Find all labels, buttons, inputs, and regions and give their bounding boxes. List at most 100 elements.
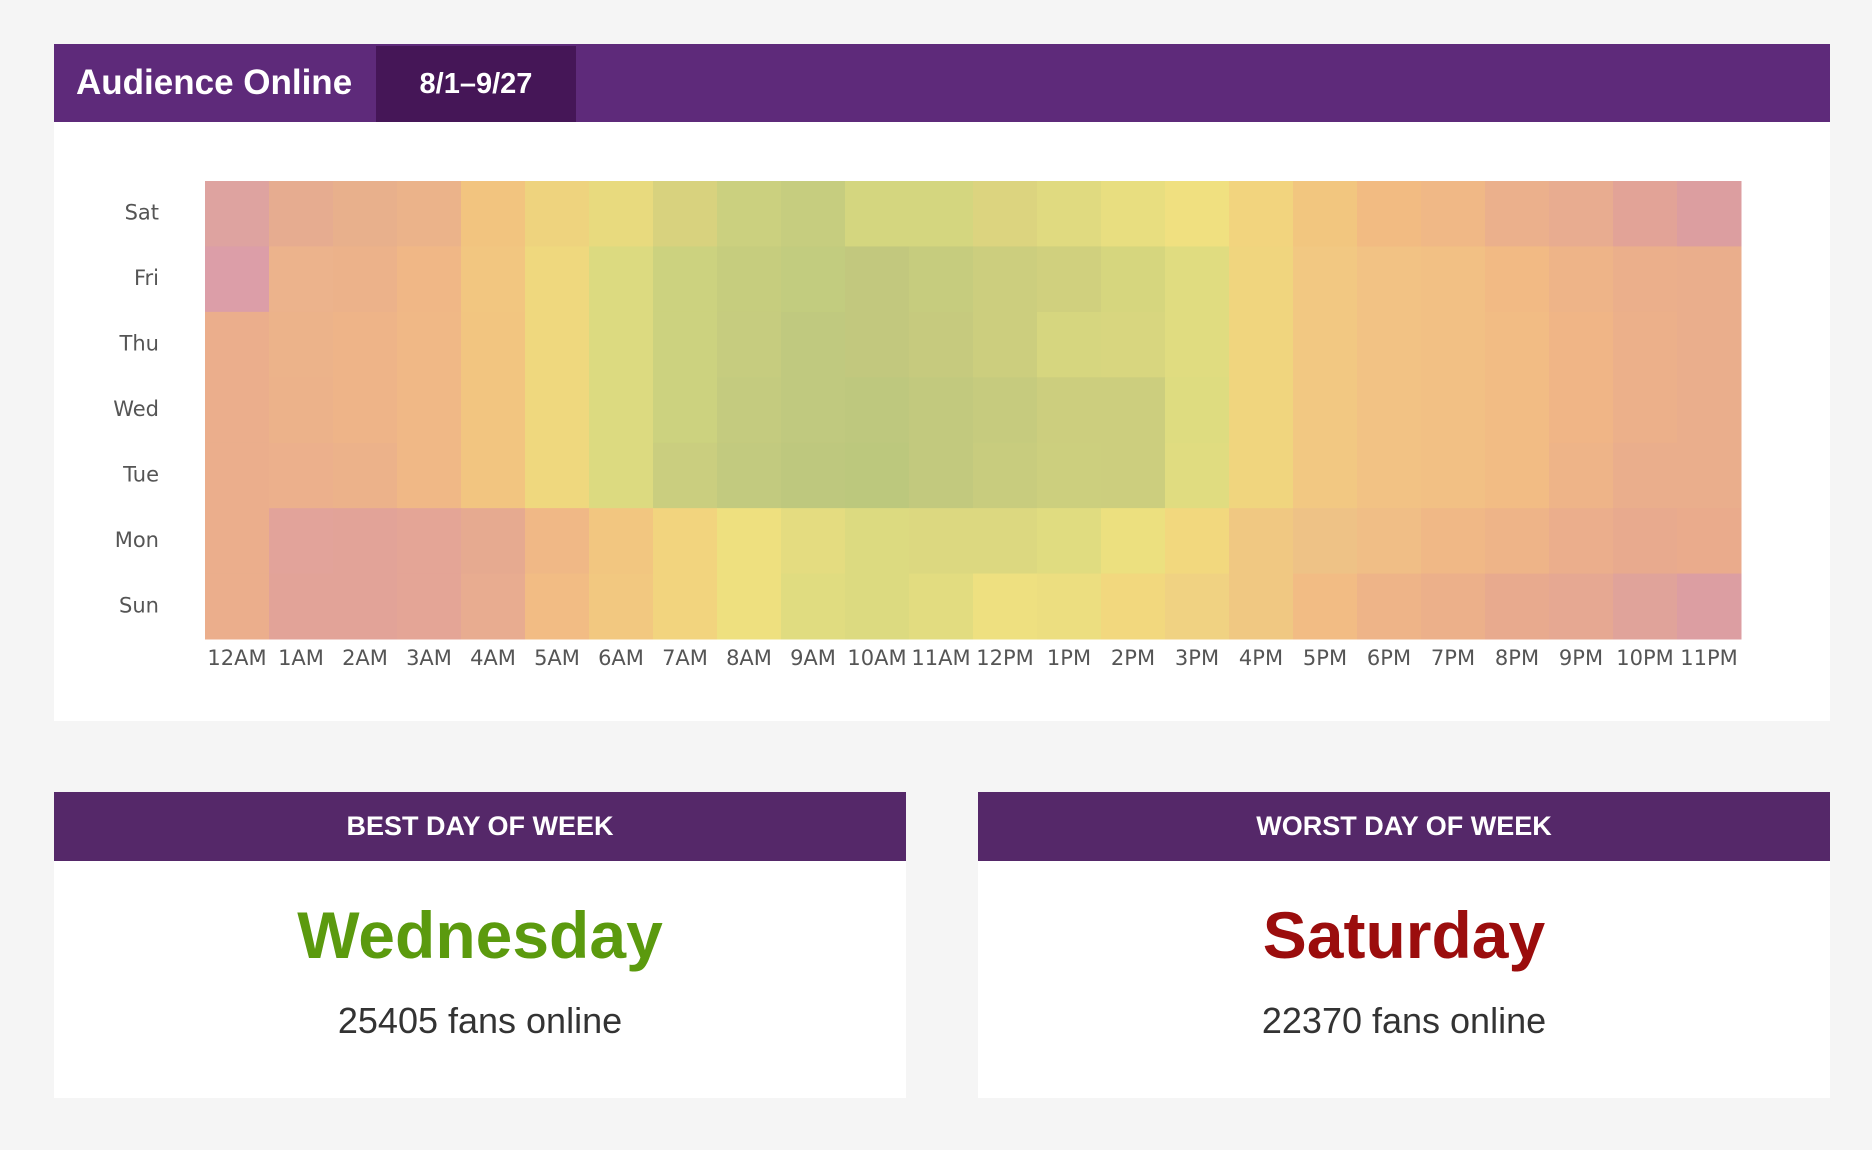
day-label: Sun	[119, 593, 159, 617]
hour-label: 6PM	[1367, 646, 1411, 670]
heatmap-cell	[1101, 246, 1166, 313]
heatmap-cell	[333, 377, 398, 444]
card-heading: BEST DAY OF WEEK	[54, 792, 906, 861]
hour-label: 5AM	[534, 646, 580, 670]
heatmap-cell	[461, 442, 526, 509]
heatmap-cell	[1485, 246, 1550, 313]
heatmap-cell	[333, 508, 398, 575]
hour-label: 11AM	[911, 646, 970, 670]
heatmap-cell	[205, 377, 270, 444]
heatmap-cell	[781, 573, 846, 640]
hour-label: 12PM	[976, 646, 1034, 670]
heatmap-cell	[1485, 573, 1550, 640]
date-range[interactable]: 8/1–9/27	[376, 46, 576, 122]
hour-label: 12AM	[207, 646, 266, 670]
heatmap-cell	[781, 311, 846, 378]
heatmap-cell	[1165, 246, 1230, 313]
heatmap-cell	[461, 508, 526, 575]
heatmap-cell	[717, 181, 782, 247]
hour-label: 2PM	[1111, 646, 1155, 670]
heatmap-cell	[845, 311, 910, 378]
heatmap-cell	[397, 442, 462, 509]
heatmap-cell	[333, 311, 398, 378]
heatmap-cell	[653, 508, 718, 575]
card-heading: WORST DAY OF WEEK	[978, 792, 1830, 861]
heatmap-cell	[205, 181, 270, 247]
heatmap-cell	[1485, 508, 1550, 575]
hour-label: 8AM	[726, 646, 772, 670]
heatmap-cell	[1421, 246, 1486, 313]
heatmap-cell	[1101, 377, 1166, 444]
heatmap-cell	[1485, 311, 1550, 378]
hour-label: 4AM	[470, 646, 516, 670]
heatmap-cell	[1229, 442, 1294, 509]
heatmap-cell	[589, 573, 654, 640]
heatmap-cell	[1677, 246, 1742, 313]
heatmap-cell	[1293, 311, 1358, 378]
heatmap-cell	[973, 181, 1038, 247]
hour-label: 3AM	[406, 646, 452, 670]
heatmap-cell	[1421, 573, 1486, 640]
heatmap-cell	[1357, 181, 1422, 247]
heatmap-cell	[1037, 573, 1102, 640]
heatmap-cell	[1229, 508, 1294, 575]
heatmap-cell	[1613, 311, 1678, 378]
heatmap-cell	[1293, 246, 1358, 313]
heatmap-cell	[1229, 311, 1294, 378]
heatmap-cell	[1677, 377, 1742, 444]
heatmap-cell	[1101, 311, 1166, 378]
heatmap-cell	[1037, 181, 1102, 247]
card-fans: 22370 fans online	[1261, 1000, 1547, 1041]
heatmap-cell	[1613, 377, 1678, 444]
card-fans: 25405 fans online	[337, 1000, 623, 1041]
heatmap-cell	[973, 442, 1038, 509]
heatmap-cell	[1037, 246, 1102, 313]
heatmap-cell	[1229, 377, 1294, 444]
heatmap-cell	[1293, 442, 1358, 509]
heatmap-cell	[909, 181, 974, 247]
heatmap-cell	[1165, 311, 1230, 378]
heatmap-cell	[1549, 246, 1614, 313]
heatmap-cell	[1165, 508, 1230, 575]
heatmap-cell	[397, 377, 462, 444]
heatmap-cell	[781, 246, 846, 313]
heatmap-cell	[845, 181, 910, 247]
heatmap-cell	[653, 181, 718, 247]
heatmap-cell	[909, 377, 974, 444]
heatmap-cell	[1485, 181, 1550, 247]
heatmap-cell	[461, 246, 526, 313]
heatmap-cell	[1421, 377, 1486, 444]
heatmap-cell	[1101, 181, 1166, 247]
heatmap-cell	[1549, 573, 1614, 640]
heatmap-cell	[1549, 181, 1614, 247]
heatmap-cell	[717, 311, 782, 378]
heatmap-cell	[1421, 311, 1486, 378]
heatmap-cell	[1165, 377, 1230, 444]
heatmap-cell	[1293, 508, 1358, 575]
heatmap-cell	[973, 573, 1038, 640]
card-day: Wednesday	[297, 898, 663, 972]
hour-label: 7PM	[1431, 646, 1475, 670]
heatmap-cell	[1101, 573, 1166, 640]
heatmap-cell	[1485, 442, 1550, 509]
heatmap-cell	[397, 573, 462, 640]
heatmap-cell	[1165, 442, 1230, 509]
heatmap-cell	[1037, 508, 1102, 575]
day-label: Tue	[122, 462, 159, 486]
heatmap-cell	[1549, 311, 1614, 378]
hour-label: 4PM	[1239, 646, 1283, 670]
heatmap-cell	[1357, 246, 1422, 313]
heatmap-cell	[461, 573, 526, 640]
heatmap-cell	[1357, 442, 1422, 509]
heatmap-cell	[589, 181, 654, 247]
heatmap-cell	[397, 181, 462, 247]
heatmap-cell	[973, 246, 1038, 313]
heatmap-cell	[269, 181, 334, 247]
heatmap: Sat Fri Thu Wed Tue Mon Sun 12AM 1AM 2AM 3AM 4AM 5AM…	[113, 181, 1742, 670]
heatmap-cell	[333, 246, 398, 313]
heatmap-cell	[461, 181, 526, 247]
heatmap-cell	[781, 181, 846, 247]
hour-label: 2AM	[342, 646, 388, 670]
heatmap-cell	[589, 246, 654, 313]
heatmap-cell	[1613, 573, 1678, 640]
